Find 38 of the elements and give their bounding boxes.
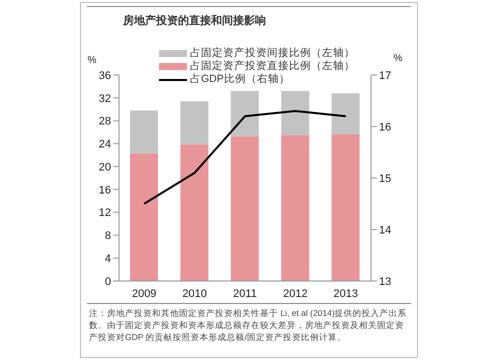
- y2-axis-title: %: [394, 53, 403, 64]
- bar: [180, 101, 208, 144]
- y-tick-label: 20: [98, 161, 111, 174]
- y-tick-label: 4: [104, 253, 111, 266]
- legend-label: 占固定资产投资间接比例（左轴）: [190, 47, 355, 60]
- bar: [281, 135, 310, 281]
- bar: [130, 153, 158, 281]
- y-tick-label: 12: [98, 207, 111, 220]
- legend-label: 占GDP比例（右轴）: [190, 73, 290, 86]
- bar: [332, 134, 360, 281]
- bar: [180, 144, 208, 281]
- x-tick-label: 2009: [132, 288, 156, 300]
- y2-tick-label: 15: [379, 172, 392, 185]
- y2-tick-label: 17: [379, 70, 392, 82]
- bar: [332, 93, 360, 135]
- y-tick-label: 8: [104, 230, 111, 242]
- y2-tick-label: 16: [379, 121, 392, 134]
- x-tick-label: 2010: [182, 288, 207, 300]
- y-tick-label: 16: [98, 184, 111, 196]
- chart-title: 房地产投资的直接和间接影响: [123, 14, 266, 28]
- bar: [230, 91, 259, 136]
- y-tick-label: 28: [98, 116, 111, 128]
- y-axis-title: %: [88, 55, 97, 66]
- bar: [230, 136, 259, 281]
- bar: [281, 91, 310, 136]
- x-tick-label: 2011: [233, 288, 257, 300]
- y-tick-label: 36: [98, 70, 111, 82]
- y2-tick-label: 13: [379, 276, 392, 288]
- bar: [130, 110, 158, 154]
- legend-label: 占固定资产投资直接比例（左轴）: [190, 60, 355, 73]
- line-series: [143, 110, 347, 205]
- y-tick-label: 32: [98, 92, 111, 105]
- y-tick-label: 24: [98, 138, 111, 151]
- x-tick-label: 2012: [283, 288, 308, 300]
- y-tick-label: 0: [104, 276, 111, 288]
- text: 注：房地产投资和其他固定资产投资相关性基于 Li, et al (2014)提供的投入产出系数。由于固定资产投资和资本形成总额存在较大差异，房地产投资及相关固定资产投资对GDP 的贡献按照资本形成总额/固定资产投资比例计算。: [89, 307, 408, 343]
- x-tick-label: 2013: [334, 288, 358, 300]
- y2-tick-label: 14: [379, 224, 392, 236]
